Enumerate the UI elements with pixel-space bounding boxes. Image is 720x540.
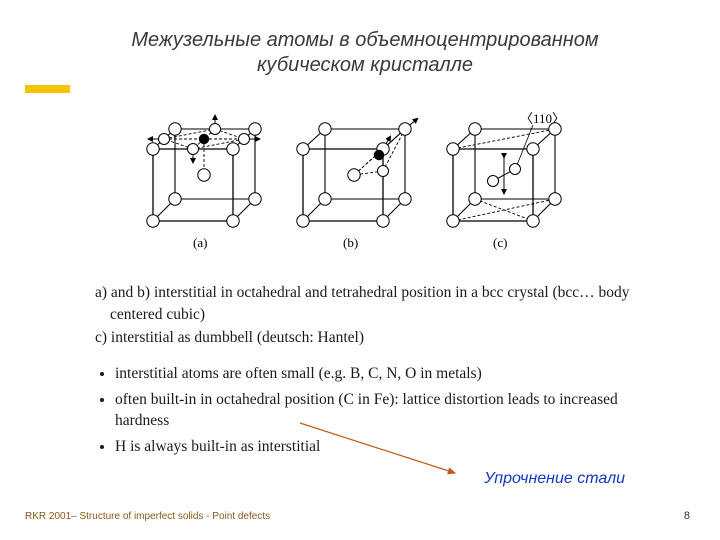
page-number: 8: [684, 510, 690, 522]
fig-a-label: (a): [193, 235, 207, 250]
crystal-figure: (a): [130, 104, 580, 264]
accent-bar: [25, 85, 70, 93]
fig-c-label: (c): [493, 235, 507, 250]
desc-line-c: c) interstitial as dumbbell (deutsch: Ha…: [95, 327, 640, 349]
slide-title: Межузельные атомы в объемноцентрированно…: [85, 28, 645, 78]
title-line-2: кубическом кристалле: [257, 54, 473, 76]
bullet-2: often built-in in octahedral position (C…: [115, 389, 640, 432]
desc-line-a: a) and b) interstitial in octahedral and…: [95, 282, 640, 325]
bullet-list: interstitial atoms are often small (e.g.…: [95, 363, 640, 458]
bullet-3: H is always built-in as interstitial: [115, 436, 640, 458]
bullet-1: interstitial atoms are often small (e.g.…: [115, 363, 640, 385]
title-line-1: Межузельные атомы в объемноцентрированно…: [131, 29, 598, 51]
slide: Межузельные атомы в объемноцентрированно…: [0, 0, 720, 540]
fig-b-label: (b): [343, 235, 358, 250]
annotation-text: Упрочнение стали: [484, 470, 625, 488]
body-text: a) and b) interstitial in octahedral and…: [95, 282, 640, 462]
footer-left: RKR 2001– Structure of imperfect solids …: [25, 511, 270, 522]
